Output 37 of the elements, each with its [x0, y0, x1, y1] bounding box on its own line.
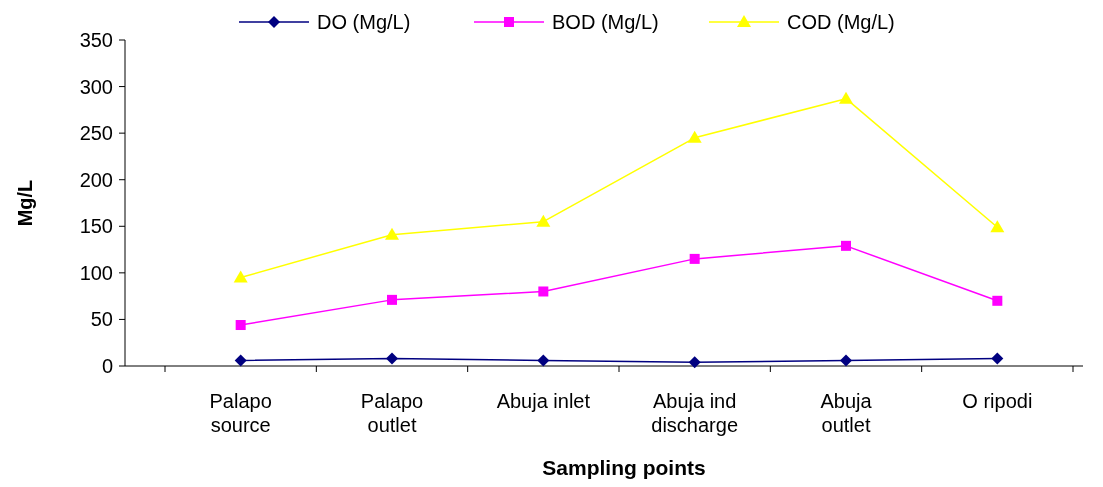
point — [538, 286, 549, 297]
y-tick-label: 200 — [79, 168, 113, 191]
point — [233, 270, 248, 283]
point — [991, 352, 1004, 365]
x-axis-title: Sampling points — [542, 456, 706, 479]
point — [990, 220, 1005, 233]
x-tick-label: Abuja inlet — [496, 390, 591, 412]
y-tick-label: 0 — [101, 355, 113, 377]
point — [234, 354, 247, 367]
point — [992, 295, 1003, 306]
y-tick-label: 50 — [90, 308, 113, 331]
legend-label: DO (Mg/L) — [317, 11, 411, 33]
y-tick-label: 350 — [79, 29, 113, 51]
x-tick-label: Abuja ind discharge — [651, 390, 739, 436]
x-tick-label: Palapo source — [209, 390, 272, 436]
legend-label: BOD (Mg/L) — [552, 11, 659, 33]
point — [537, 354, 550, 367]
point — [688, 356, 701, 369]
point — [687, 130, 702, 143]
y-tick-label: 300 — [79, 75, 113, 98]
x-tick-label: O ripodi — [962, 390, 1033, 412]
y-tick-label: 100 — [79, 261, 113, 284]
x-tick-label: Palapo outlet — [360, 390, 424, 436]
y-tick-label: 150 — [79, 215, 113, 238]
point — [840, 354, 852, 367]
point — [839, 91, 853, 104]
legend-label: COD (Mg/L) — [787, 11, 895, 33]
point — [536, 214, 551, 227]
y-axis-title: Mg/L — [14, 179, 36, 227]
point — [385, 227, 399, 240]
point — [841, 240, 851, 251]
point — [386, 352, 398, 365]
point — [689, 253, 700, 264]
y-tick-label: 250 — [79, 122, 113, 145]
x-tick-label: Abuja outlet — [820, 390, 873, 436]
point — [387, 294, 397, 305]
point — [235, 320, 246, 331]
